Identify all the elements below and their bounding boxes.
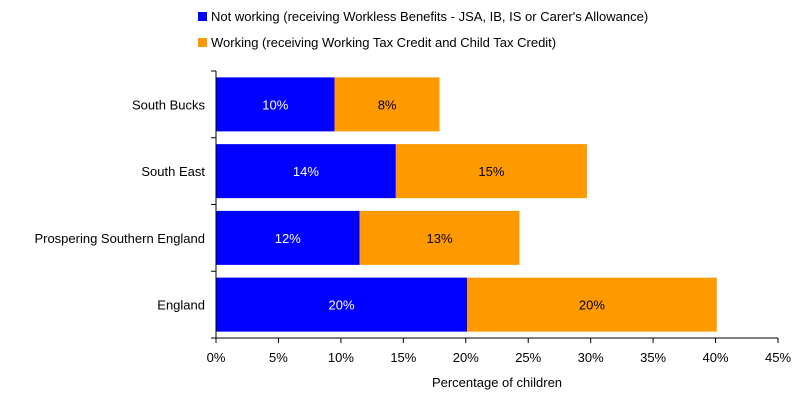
x-axis-title: Percentage of children <box>432 375 562 390</box>
data-label-2-3: 13% <box>427 231 453 246</box>
data-label-2-2: 15% <box>478 164 504 179</box>
category-label-1: South Bucks <box>132 97 205 112</box>
data-label-2-4: 20% <box>579 298 605 313</box>
legend-swatch-2 <box>198 38 207 47</box>
data-label-1-4: 20% <box>328 298 354 313</box>
bar-2-4 <box>467 277 717 332</box>
bar-1-4 <box>216 277 468 332</box>
category-label-4: England <box>157 298 205 313</box>
legend: Not working (receiving Workless Benefits… <box>198 9 648 50</box>
axes: 0% 5% 10% 15% 20% 25% 30% 35% 40% 45% <box>207 70 791 365</box>
bar-1-3 <box>216 210 360 265</box>
x-tick-label-9: 40% <box>703 350 729 365</box>
x-tick-label-2: 5% <box>269 350 288 365</box>
bar-2-2 <box>395 144 587 199</box>
legend-label-2: Working (receiving Working Tax Credit an… <box>211 35 556 50</box>
x-tick-label-7: 30% <box>578 350 604 365</box>
x-tick-label-10: 45% <box>765 350 791 365</box>
bar-1-2 <box>216 144 396 199</box>
x-tick-label-6: 25% <box>515 350 541 365</box>
category-label-2: South East <box>141 164 205 179</box>
bars: 10% 8% South Bucks 14% 15% South East 12% 13% Pr… <box>34 77 717 332</box>
category-label-3: Prospering Southern England <box>34 231 205 246</box>
x-tick-label-3: 10% <box>328 350 354 365</box>
x-tick-label-5: 20% <box>453 350 479 365</box>
bar-2-3 <box>359 210 520 265</box>
bar-2-1 <box>334 77 440 132</box>
data-label-2-1: 8% <box>378 97 397 112</box>
data-label-1-2: 14% <box>293 164 319 179</box>
x-tick-label-1: 0% <box>207 350 226 365</box>
data-label-1-3: 12% <box>275 231 301 246</box>
x-tick-label-4: 15% <box>390 350 416 365</box>
data-label-1-1: 10% <box>262 97 288 112</box>
legend-label-1: Not working (receiving Workless Benefits… <box>211 9 648 24</box>
x-tick-label-8: 35% <box>640 350 666 365</box>
bar-1-1 <box>216 77 335 132</box>
legend-swatch-1 <box>198 12 207 21</box>
